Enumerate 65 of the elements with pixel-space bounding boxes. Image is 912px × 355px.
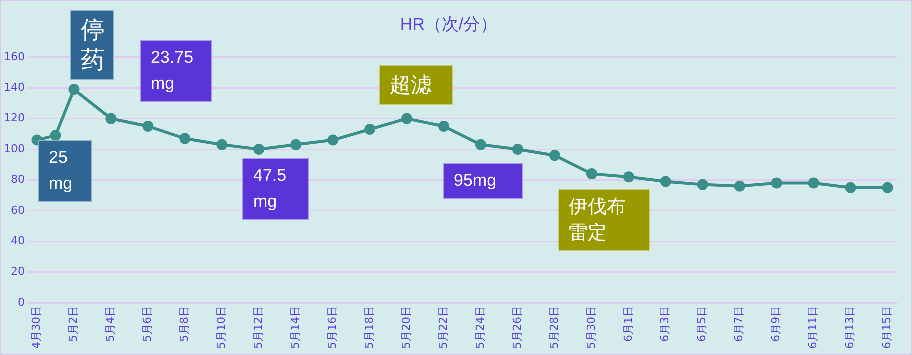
x-tick-label: 6月7日 — [732, 306, 746, 342]
point — [290, 139, 302, 150]
x-tick-label: 6月13日 — [844, 306, 857, 350]
chart-title: HR（次/分） — [400, 14, 498, 34]
point — [216, 139, 228, 150]
x-tick-label: 6月11日 — [806, 306, 820, 350]
point — [106, 113, 117, 124]
x-tick-label: 5月24日 — [474, 306, 487, 350]
y-tick-label: 140 — [4, 80, 25, 94]
y-tick-label: 40 — [10, 234, 25, 248]
point — [808, 178, 820, 189]
point — [142, 120, 154, 132]
point — [623, 172, 634, 183]
point — [68, 84, 80, 96]
x-tick-label: 6月5日 — [696, 306, 709, 342]
x-tick-label: 5月30日 — [584, 306, 598, 350]
x-tick-label: 5月4日 — [104, 306, 118, 342]
annotation: 95mg — [443, 163, 523, 199]
x-tick-label: 6月9日 — [770, 306, 783, 342]
point — [180, 133, 191, 144]
x-tick-label: 5月16日 — [326, 306, 339, 350]
point — [586, 168, 598, 180]
point — [512, 144, 524, 155]
y-tick-label: 20 — [10, 265, 25, 278]
x-tick-label: 5月2日 — [67, 306, 80, 342]
x-tick-label: 6月15日 — [880, 306, 894, 350]
point — [734, 180, 746, 192]
y-tick-label: 120 — [4, 112, 25, 125]
x-tick-label: 5月12日 — [252, 306, 265, 350]
y-tick-label: 60 — [10, 204, 25, 217]
annotation: 伊伐布雷定 — [558, 189, 650, 251]
annotation: 23.75 mg — [140, 40, 212, 102]
point — [402, 113, 413, 124]
y-tick-label: 160 — [4, 50, 25, 64]
x-tick-label: 5月22日 — [436, 306, 450, 350]
annotation: 47.5 mg — [242, 158, 310, 220]
y-tick-label: 0 — [18, 296, 25, 309]
point — [771, 178, 782, 189]
x-tick-label: 5月20日 — [400, 306, 413, 350]
x-tick-label: 4月30日 — [30, 306, 44, 350]
x-tick-label: 5月10日 — [214, 306, 228, 350]
point — [697, 179, 708, 190]
point — [364, 124, 376, 136]
point — [254, 144, 265, 155]
point — [882, 182, 894, 194]
point — [438, 120, 450, 132]
point — [328, 134, 339, 146]
point — [549, 150, 560, 162]
annotation: 25 mg — [38, 140, 92, 202]
x-tick-label: 6月1日 — [622, 306, 635, 342]
y-tick-label: 80 — [10, 173, 25, 186]
x-tick-label: 6月3日 — [658, 306, 672, 342]
y-tick-label: 100 — [4, 142, 25, 156]
point — [660, 176, 672, 188]
point — [845, 182, 856, 194]
x-tick-label: 5月8日 — [178, 306, 192, 342]
x-tick-label: 5月18日 — [362, 306, 376, 350]
x-tick-label: 5月28日 — [548, 306, 561, 350]
point — [50, 130, 62, 142]
x-tick-label: 5月6日 — [141, 306, 154, 342]
annotation: 停药 — [70, 10, 114, 80]
x-tick-label: 5月14日 — [288, 306, 302, 350]
point — [475, 139, 486, 150]
annotation: 超滤 — [379, 65, 453, 105]
x-tick-label: 5月26日 — [510, 306, 524, 350]
